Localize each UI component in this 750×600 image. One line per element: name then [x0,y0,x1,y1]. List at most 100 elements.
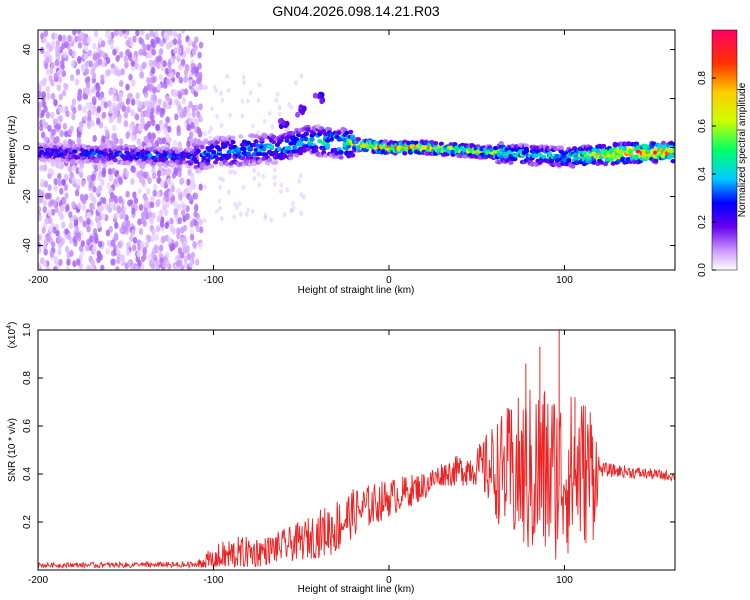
noise-cell [149,201,155,209]
noise-cell [48,225,53,233]
ridge-cell [209,164,215,169]
noise-cell [299,192,304,198]
noise-cell [125,83,130,91]
noise-cell [45,68,51,76]
noise-cell [38,90,42,98]
noise-cell [210,106,214,112]
noise-cell [57,173,62,180]
ridge-cell [290,131,296,136]
noise-cell [157,98,162,106]
noise-cell [143,91,149,98]
ridge-cell [199,144,205,150]
noise-cell [146,100,151,108]
noise-cell [190,172,195,180]
ridge-cell [81,144,87,149]
noise-cell [145,234,151,242]
ridge-cell [344,130,350,136]
ridge-cell [533,153,539,158]
noise-cell [134,113,140,121]
noise-cell [101,51,106,59]
noise-cell [118,138,124,146]
ridge-cell [211,149,217,155]
ridge-cell [272,160,278,165]
noise-cell [190,122,195,129]
y-multiplier-label: (x104) [6,322,18,349]
colorbar-tick-label: 0.4 [697,167,708,181]
noise-cell [124,61,129,69]
noise-cell [168,190,173,198]
noise-cell [278,111,282,117]
noise-cell [48,75,53,82]
noise-cell [95,90,101,98]
top-plot-frame [37,29,676,271]
noise-cell [42,206,47,213]
noise-cell [195,85,200,93]
noise-cell [167,236,172,244]
noise-cell [113,212,118,220]
noise-cell [56,84,61,92]
ridge-cell [294,153,300,158]
noise-cell [78,125,83,133]
noise-cell [141,62,146,70]
noise-cell [177,38,182,46]
noise-cell [169,71,175,79]
noise-cell [66,258,71,266]
noise-cell [125,48,131,56]
noise-cell [279,188,283,194]
noise-cell [151,48,156,56]
noise-cell [157,55,162,63]
ridge-cell [438,141,444,146]
noise-cell [105,129,110,137]
noise-cell [83,52,88,60]
ridge-cell [203,139,209,144]
noise-cell [165,168,170,176]
noise-cell [101,40,106,48]
ridge-cell [601,143,607,149]
noise-cell [64,41,69,49]
ridge-cell [158,148,165,154]
noise-cell [87,211,92,219]
noise-cell [105,229,111,237]
ridge-cell [666,148,672,153]
noise-cell [39,46,45,54]
noise-cell [160,236,165,244]
noise-cell [63,184,69,191]
noise-cell [51,128,56,136]
noise-cell [177,141,183,149]
noise-cell [118,91,124,99]
noise-cell [106,182,111,189]
noise-cell [164,222,169,229]
noise-cell [196,77,201,85]
ridge-cell [193,159,199,164]
noise-cell [45,56,50,64]
ridge-cell [581,150,587,156]
noise-cell [256,171,261,177]
ridge-cell [269,144,275,149]
ridge-cell [355,137,361,142]
noise-cell [137,124,143,132]
noise-cell [73,219,79,227]
noise-cell [88,181,93,189]
noise-cell [151,228,156,236]
x-tick-label: -100 [203,575,223,586]
noise-cell [60,204,65,212]
noise-cell [156,137,162,144]
noise-cell [194,66,199,74]
noise-cell [194,36,199,44]
noise-cell [136,250,141,258]
noise-cell [150,195,155,203]
noise-cell [217,198,222,204]
ridge-cell [498,141,504,146]
noise-cell [92,42,97,50]
noise-cell [76,94,82,102]
noise-cell [120,254,125,262]
noise-cell [240,113,245,119]
noise-cell [189,233,195,241]
noise-cell [130,229,136,236]
noise-cell [198,218,203,226]
noise-cell [90,119,95,127]
ridge-cell [226,154,232,159]
ridge-cell [95,158,101,164]
noise-cell [58,258,63,266]
